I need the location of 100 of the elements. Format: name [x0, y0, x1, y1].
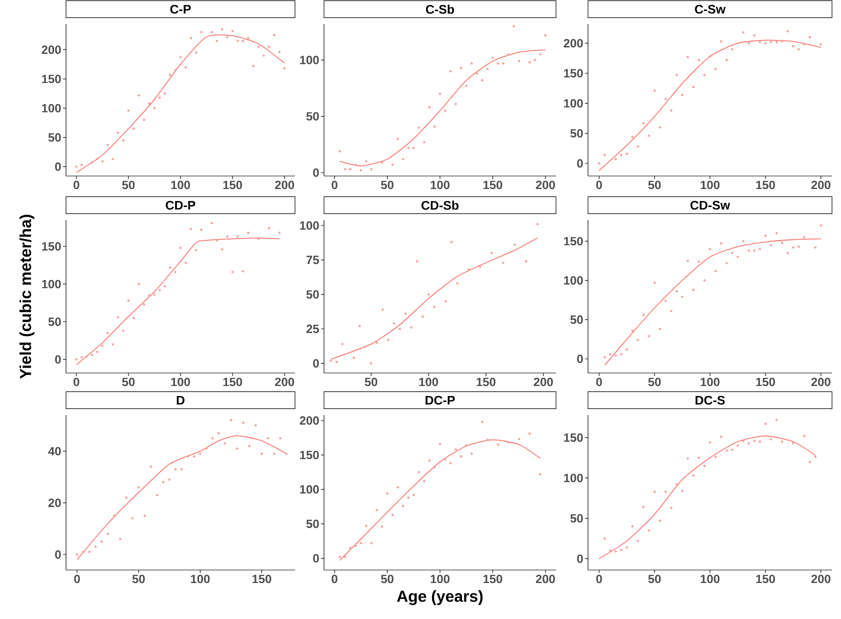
x-tick-label: 50	[122, 378, 135, 386]
point	[376, 341, 378, 344]
point	[179, 56, 182, 59]
point	[748, 249, 750, 252]
point	[758, 248, 762, 250]
point	[352, 356, 356, 360]
x-tick-label: 100	[700, 574, 720, 584]
point	[370, 542, 373, 544]
point	[725, 449, 728, 452]
x-tick-label: 100	[700, 180, 720, 190]
point	[398, 328, 402, 330]
point	[758, 440, 762, 443]
point	[626, 348, 628, 351]
point	[132, 316, 135, 320]
point	[507, 441, 510, 444]
point	[75, 358, 78, 361]
point	[720, 40, 722, 43]
y-tick-label: 100	[564, 276, 583, 285]
point	[364, 524, 368, 528]
x-axis-title: Age (years)	[396, 590, 483, 606]
point	[518, 60, 520, 62]
point	[412, 494, 415, 496]
point	[698, 260, 700, 263]
x-tick-label: 200	[811, 180, 830, 190]
x-tick-label: 0	[332, 574, 338, 584]
point	[127, 109, 130, 112]
y-tick-label: 75	[306, 256, 319, 264]
point	[402, 504, 404, 508]
point	[653, 490, 656, 493]
point	[360, 169, 362, 172]
point	[460, 66, 462, 70]
point	[358, 324, 361, 328]
point	[190, 228, 192, 230]
point	[648, 334, 650, 338]
chart-title: DC-S	[696, 396, 725, 405]
x-tick-label: 0	[74, 180, 80, 190]
point	[454, 448, 458, 451]
point	[75, 165, 78, 168]
point	[708, 55, 712, 58]
point	[714, 68, 717, 70]
point	[775, 40, 778, 44]
point	[703, 279, 706, 282]
line-series	[598, 436, 816, 560]
point	[753, 440, 756, 442]
y-tick-label: 50	[570, 315, 583, 324]
x-tick-label: 200	[536, 574, 555, 584]
point	[438, 442, 442, 446]
point	[670, 310, 672, 312]
chart-title: C-Sw	[694, 4, 726, 14]
point	[820, 43, 822, 46]
x-tick-label: 150	[756, 180, 775, 190]
point	[670, 109, 672, 112]
point	[90, 161, 94, 164]
point	[692, 288, 695, 292]
point	[753, 249, 756, 252]
y-tick-label: 150	[42, 74, 61, 84]
point	[86, 355, 88, 358]
point	[330, 359, 332, 362]
point	[283, 67, 286, 70]
point	[387, 338, 390, 342]
point	[631, 136, 634, 138]
point	[465, 444, 468, 447]
point	[476, 72, 478, 75]
line-series	[76, 435, 287, 560]
x-tick-label: 0	[596, 574, 602, 584]
point	[101, 160, 104, 163]
point	[142, 303, 146, 306]
y-tick-label: 150	[300, 450, 319, 460]
point	[138, 94, 140, 97]
point	[608, 549, 612, 552]
chart-title: C-Sb	[426, 4, 454, 14]
point	[156, 494, 158, 496]
point	[686, 56, 690, 58]
x-tick-label: 200	[811, 378, 830, 386]
point	[720, 242, 722, 245]
point	[192, 455, 196, 458]
y-tick-label: 0	[313, 554, 319, 563]
x-tick-label: 150	[476, 378, 496, 386]
y-tick-label: 0	[55, 550, 61, 559]
point	[626, 546, 628, 549]
point	[780, 40, 784, 43]
point	[692, 474, 695, 477]
y-tick-label: 20	[48, 498, 61, 508]
y-tick-label: 50	[306, 520, 319, 528]
y-tick-label: 25	[306, 324, 319, 334]
x-tick-label: 50	[381, 574, 394, 584]
y-tick-label: 150	[42, 242, 61, 251]
y-tick-label: 50	[306, 290, 319, 299]
point	[112, 343, 114, 346]
point	[80, 164, 83, 166]
point	[686, 457, 690, 460]
x-tick-label: 100	[171, 378, 190, 386]
point	[664, 490, 667, 493]
point	[112, 158, 114, 160]
point	[496, 443, 500, 446]
y-tick-label: 150	[564, 69, 583, 78]
point	[770, 244, 772, 246]
point	[764, 422, 767, 426]
y-tick-label: 150	[564, 433, 583, 442]
x-tick-label: 50	[648, 180, 661, 190]
